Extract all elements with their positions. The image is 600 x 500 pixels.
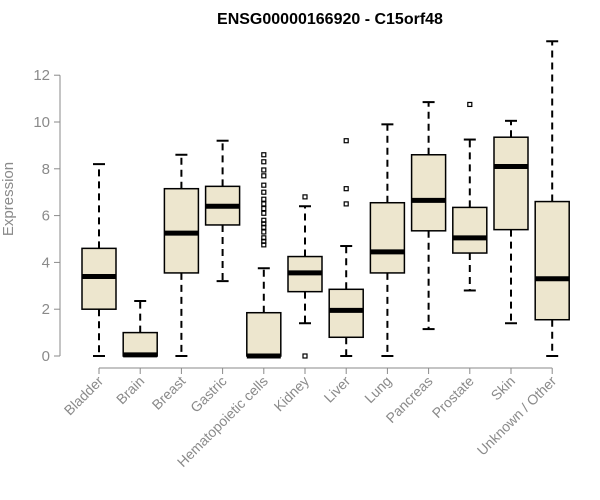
outlier-point	[261, 229, 267, 235]
y-tick-label: 12	[33, 67, 50, 84]
boxes	[81, 40, 570, 359]
outlier-point	[261, 182, 267, 188]
y-tick-label: 6	[42, 208, 50, 225]
box	[369, 201, 406, 274]
outlier-point	[302, 194, 308, 200]
box	[493, 136, 529, 231]
outlier-point	[261, 235, 267, 241]
box	[452, 206, 488, 254]
box-group	[246, 152, 282, 359]
box-group	[493, 119, 529, 325]
box-group	[328, 138, 364, 357]
x-category-label: Skin	[488, 373, 519, 404]
box-group	[410, 101, 447, 331]
box-group	[163, 153, 200, 357]
box	[246, 311, 282, 357]
box-group	[534, 40, 570, 357]
y-tick-label: 0	[42, 348, 50, 365]
outlier-point	[261, 217, 267, 223]
box-group	[287, 194, 323, 359]
x-category-label: Breast	[149, 373, 189, 413]
box-group	[204, 139, 241, 283]
box-group	[369, 123, 406, 357]
outlier-point	[261, 201, 267, 207]
x-category-label: Bladder	[61, 373, 107, 419]
outlier-point	[261, 167, 267, 173]
outlier-point	[343, 138, 349, 144]
chart-title: ENSG00000166920 - C15orf48	[217, 11, 443, 28]
box-group	[81, 163, 117, 357]
x-category-label: Liver	[321, 373, 354, 406]
outlier-point	[343, 201, 349, 207]
y-axis-label: Expression	[0, 162, 17, 236]
x-category-label: Prostate	[429, 373, 477, 421]
y-tick-label: 8	[42, 161, 50, 178]
outlier-point	[261, 210, 267, 216]
box	[410, 154, 447, 232]
y-tick-label: 2	[42, 301, 50, 318]
outlier-point	[302, 353, 308, 359]
y-tick-label: 10	[33, 114, 50, 131]
outlier-point	[467, 101, 473, 108]
outlier-point	[261, 189, 267, 195]
outlier-point	[261, 173, 267, 179]
x-category-label: Brain	[113, 373, 147, 407]
outlier-point	[261, 196, 267, 202]
box	[328, 288, 364, 339]
y-tick-label: 4	[42, 254, 50, 271]
outlier-point	[261, 205, 267, 212]
box	[534, 200, 570, 321]
box-group	[122, 300, 158, 358]
x-category-label: Lung	[361, 373, 394, 406]
outlier-point	[261, 152, 267, 158]
box-group	[452, 101, 488, 292]
x-category-label: Kidney	[271, 373, 313, 415]
outlier-point	[261, 159, 267, 165]
outlier-point	[343, 186, 349, 192]
